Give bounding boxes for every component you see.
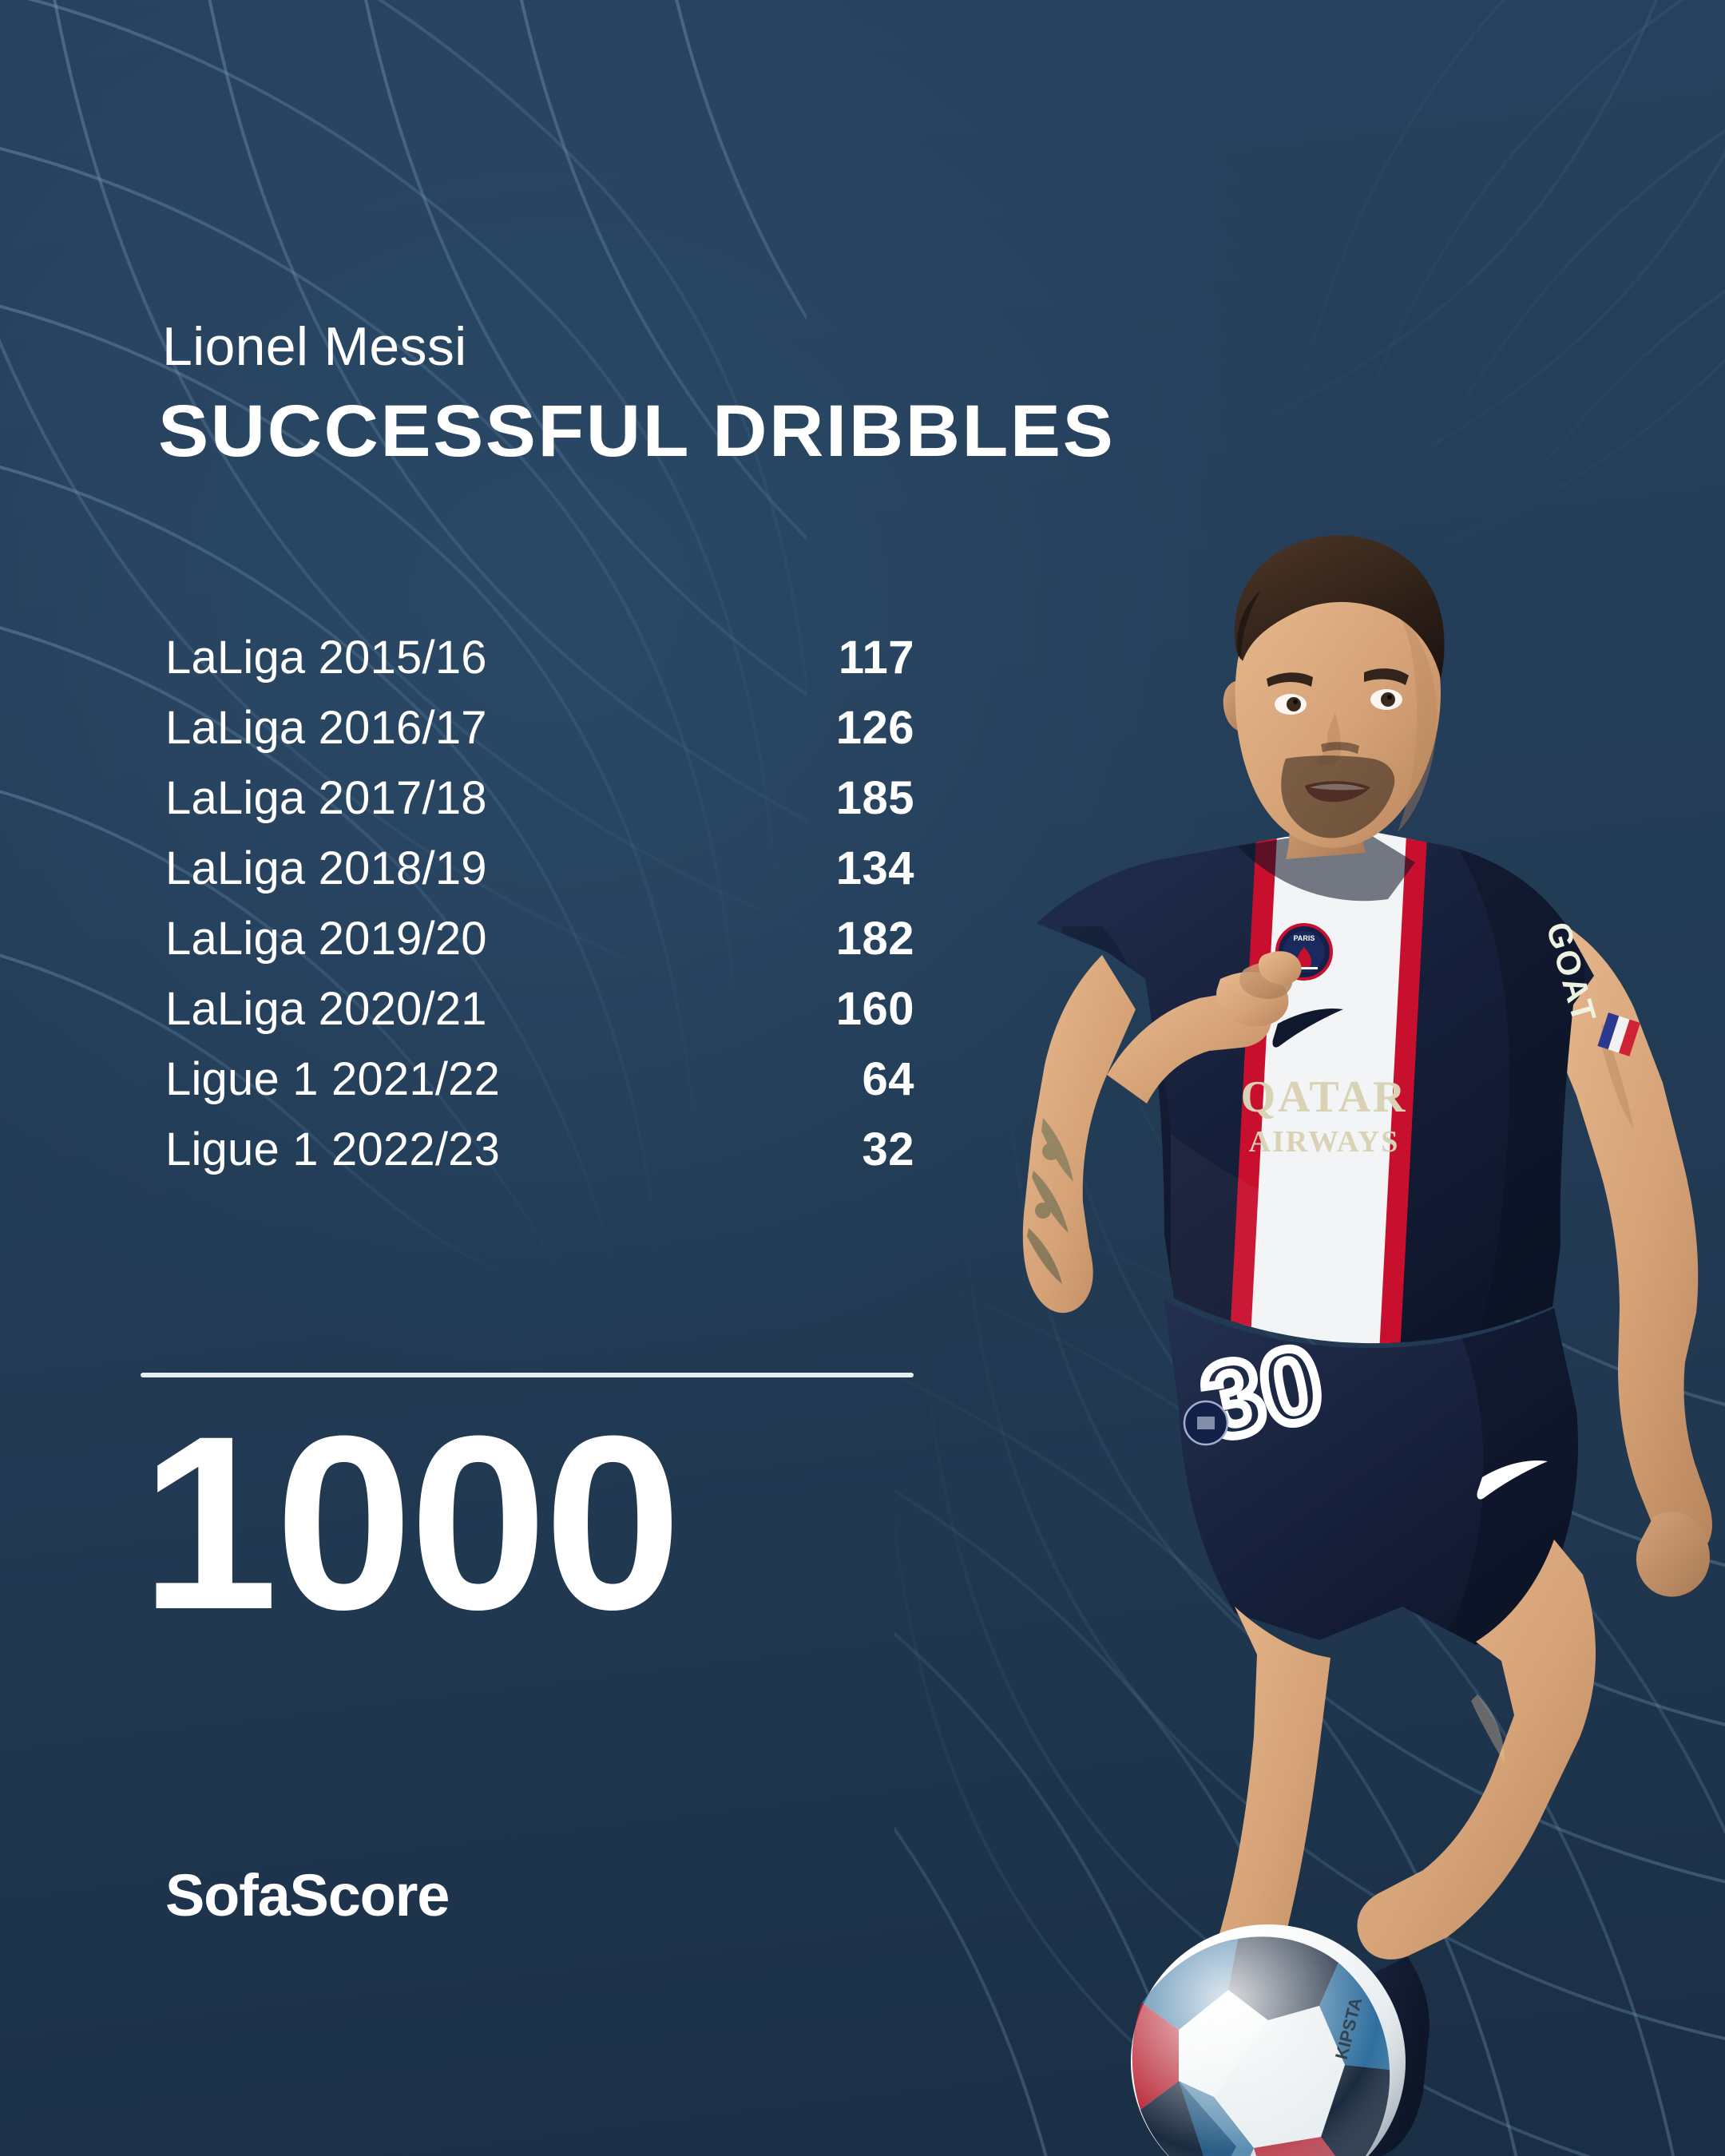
stat-value: 182 <box>835 913 914 965</box>
total-divider <box>141 1373 914 1377</box>
player-head <box>1223 535 1445 859</box>
table-row: LaLiga 2015/16 117 <box>165 631 914 701</box>
sofascore-logo: SofaScore <box>165 1862 450 1928</box>
stat-value: 185 <box>835 772 914 824</box>
stats-table: LaLiga 2015/16 117 LaLiga 2016/17 126 La… <box>165 631 914 1193</box>
table-row: LaLiga 2018/19 134 <box>165 842 914 912</box>
stat-label: Ligue 1 2022/23 <box>165 1124 501 1175</box>
stat-value: 160 <box>835 983 914 1035</box>
stat-label: LaLiga 2019/20 <box>165 913 487 965</box>
table-row: LaLiga 2016/17 126 <box>165 701 914 771</box>
stat-value: 32 <box>862 1124 914 1175</box>
table-row: LaLiga 2019/20 182 <box>165 912 914 982</box>
stat-label: LaLiga 2018/19 <box>165 842 487 894</box>
table-row: Ligue 1 2021/22 64 <box>165 1052 914 1123</box>
stat-value: 134 <box>835 842 914 894</box>
stat-label: LaLiga 2017/18 <box>165 772 487 824</box>
stat-value: 126 <box>835 702 914 754</box>
stat-label: LaLiga 2020/21 <box>165 983 487 1035</box>
table-row: Ligue 1 2022/23 32 <box>165 1123 914 1193</box>
stat-value: 117 <box>838 632 914 684</box>
crest-paris-text: PARIS <box>1294 934 1315 942</box>
stat-label: Ligue 1 2021/22 <box>165 1053 501 1105</box>
page-title: SUCCESSFUL DRIBBLES <box>158 390 1116 472</box>
player-name: Lionel Messi <box>162 316 467 377</box>
stat-value: 64 <box>862 1053 914 1105</box>
player-hand <box>1216 951 1302 1027</box>
stat-label: LaLiga 2015/16 <box>165 632 487 684</box>
stat-label: LaLiga 2016/17 <box>165 702 487 754</box>
total-value: 1000 <box>141 1384 682 1661</box>
table-row: LaLiga 2017/18 185 <box>165 771 914 842</box>
table-row: LaLiga 2020/21 160 <box>165 982 914 1052</box>
